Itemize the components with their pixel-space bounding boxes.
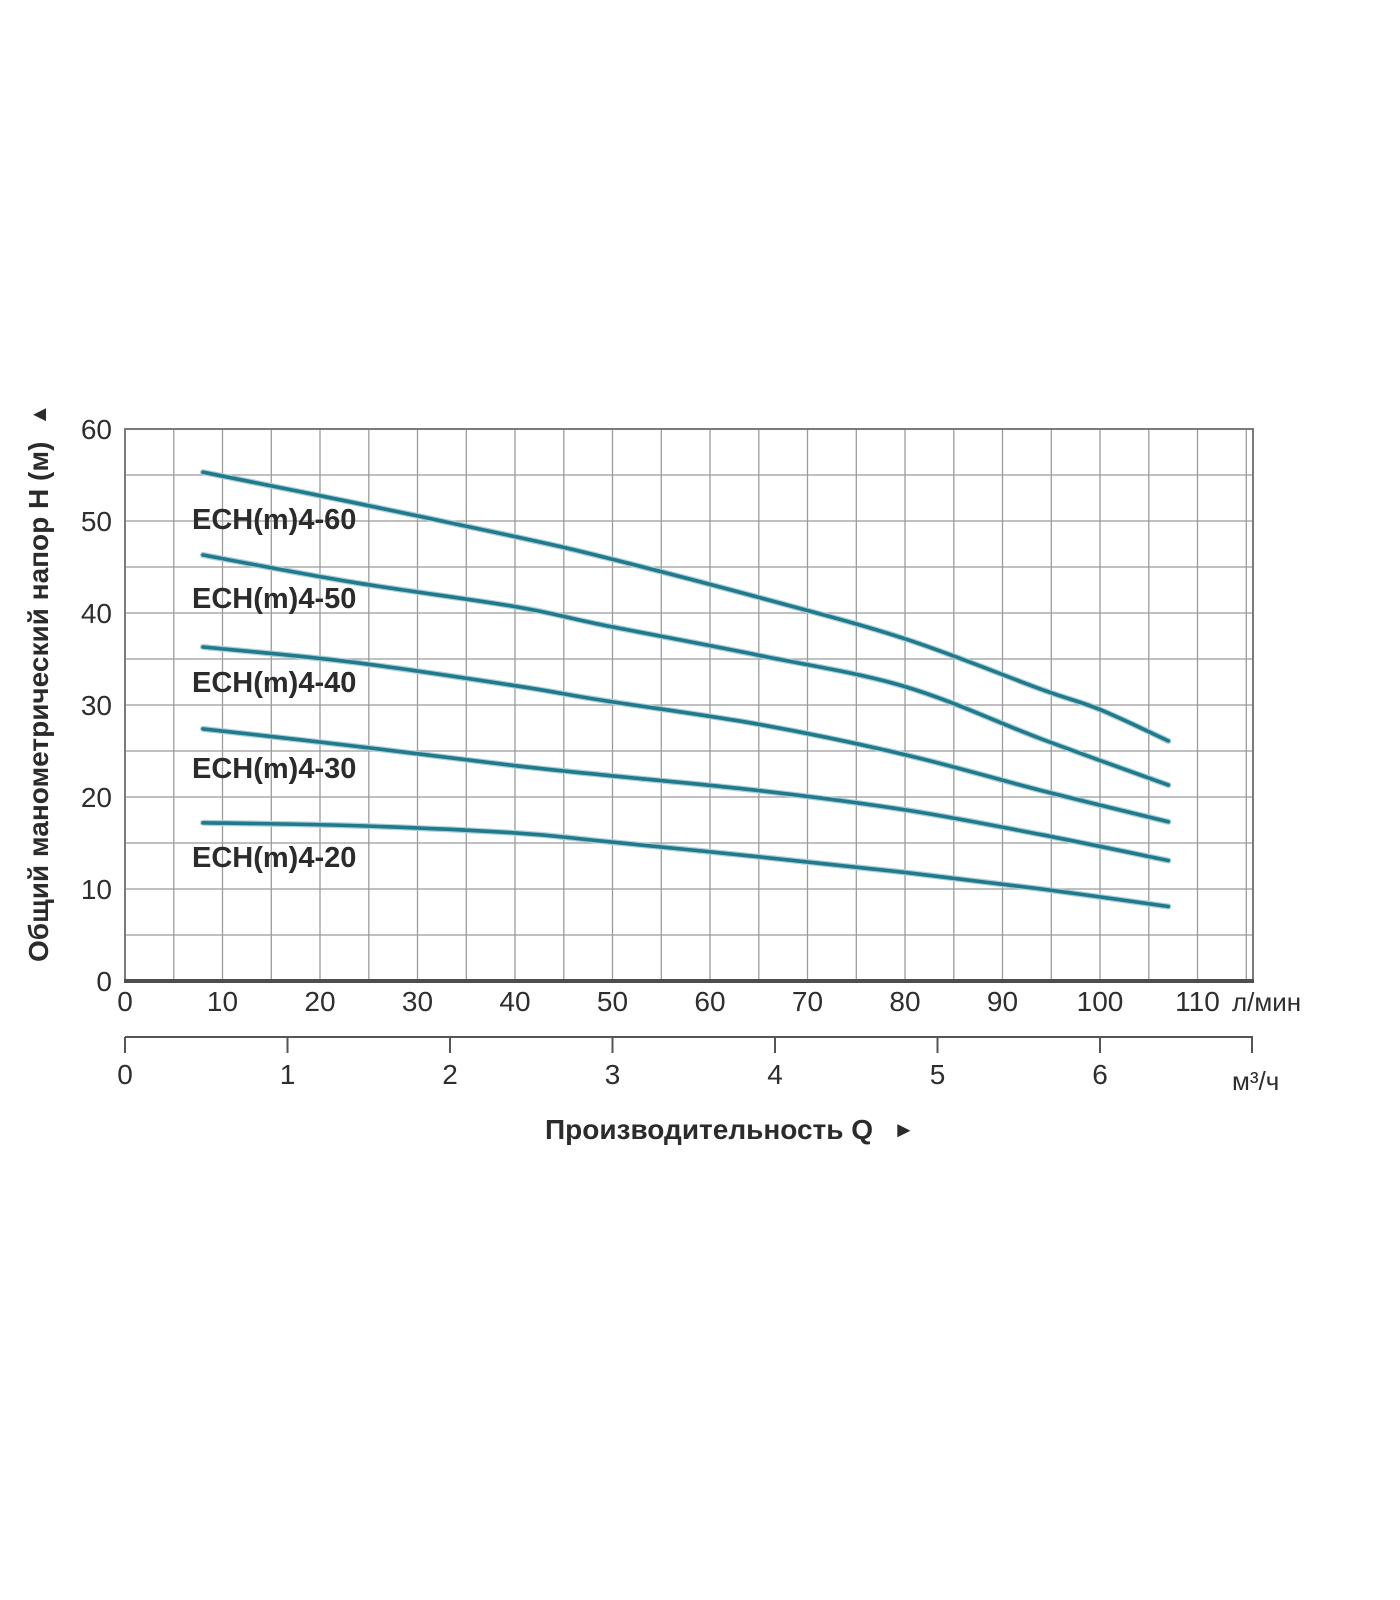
curve-ech-m-4-30 <box>201 727 1171 863</box>
y-tick-label: 40 <box>81 598 112 629</box>
right-arrow-icon: ► <box>893 1117 915 1142</box>
y-tick-label: 30 <box>81 690 112 721</box>
x-m3h-tick-label: 4 <box>767 1059 783 1090</box>
x-m3h-tick-label: 0 <box>117 1059 133 1090</box>
x-lpm-tick-label: 60 <box>694 986 725 1017</box>
lpm-unit-label: л/мин <box>1232 987 1301 1017</box>
x-lpm-tick-label: 50 <box>597 986 628 1017</box>
curve-label-ech-m-4-50: ECH(m)4-50 <box>192 583 356 615</box>
y-tick-label: 20 <box>81 782 112 813</box>
grid <box>125 429 1253 981</box>
y-tick-label: 10 <box>81 874 112 905</box>
y-axis-title-text: Общий манометрический напор H (м) <box>23 442 54 962</box>
x-lpm-tick-label: 90 <box>987 986 1018 1017</box>
x-lpm-tick-label: 0 <box>117 986 133 1017</box>
curve-label-ech-m-4-20: ECH(m)4-20 <box>192 842 356 874</box>
curve-label-ech-m-4-30: ECH(m)4-30 <box>192 753 356 785</box>
x-axis-title-text: Производительность Q <box>545 1114 873 1145</box>
x-lpm-tick-label: 70 <box>792 986 823 1017</box>
x-lpm-tick-label: 40 <box>499 986 530 1017</box>
x-axis-lpm-tick-labels: 0 10 20 30 40 50 60 70 80 90 100 110 <box>117 986 1220 1017</box>
y-tick-label: 60 <box>81 414 112 445</box>
up-arrow-icon: ▲ <box>26 404 51 426</box>
curve-ech-m-4-50 <box>201 553 1171 787</box>
curve-labels: ECH(m)4-60 ECH(m)4-50 ECH(m)4-40 ECH(m)4-30… <box>192 504 356 874</box>
curve-label-ech-m-4-60: ECH(m)4-60 <box>192 504 356 536</box>
x-m3h-tick-label: 2 <box>442 1059 458 1090</box>
x-lpm-tick-label: 100 <box>1077 986 1124 1017</box>
curve-label-ech-m-4-40: ECH(m)4-40 <box>192 667 356 699</box>
y-tick-label: 50 <box>81 506 112 537</box>
x-m3h-tick-label: 5 <box>930 1059 946 1090</box>
x-m3h-tick-label: 3 <box>605 1059 621 1090</box>
x-axis-title: Производительность Q ► <box>545 1114 915 1145</box>
curve-halo-ech-m-4-30 <box>200 725 1172 864</box>
x-lpm-tick-label: 30 <box>402 986 433 1017</box>
x-lpm-tick-label: 10 <box>207 986 238 1017</box>
curve-ech-m-4-60 <box>201 470 1171 743</box>
m3h-unit-label: м³/ч <box>1232 1066 1279 1096</box>
curve-ech-m-4-20 <box>201 821 1171 909</box>
x-lpm-tick-label: 20 <box>304 986 335 1017</box>
y-axis-title: Общий манометрический напор H (м) ▲ <box>23 404 54 962</box>
pump-curves <box>200 469 1172 910</box>
x-lpm-tick-label: 80 <box>889 986 920 1017</box>
x-m3h-tick-label: 6 <box>1092 1059 1108 1090</box>
x-lpm-tick-label: 110 <box>1175 986 1220 1017</box>
x-m3h-tick-label: 1 <box>280 1059 296 1090</box>
curve-ech-m-4-40 <box>201 645 1171 824</box>
y-tick-label: 0 <box>96 966 112 997</box>
x-axis-m3h-ticks: 0 1 2 3 4 5 6 <box>117 1037 1108 1090</box>
y-axis-tick-labels: 0 10 20 30 40 50 60 <box>81 414 112 997</box>
